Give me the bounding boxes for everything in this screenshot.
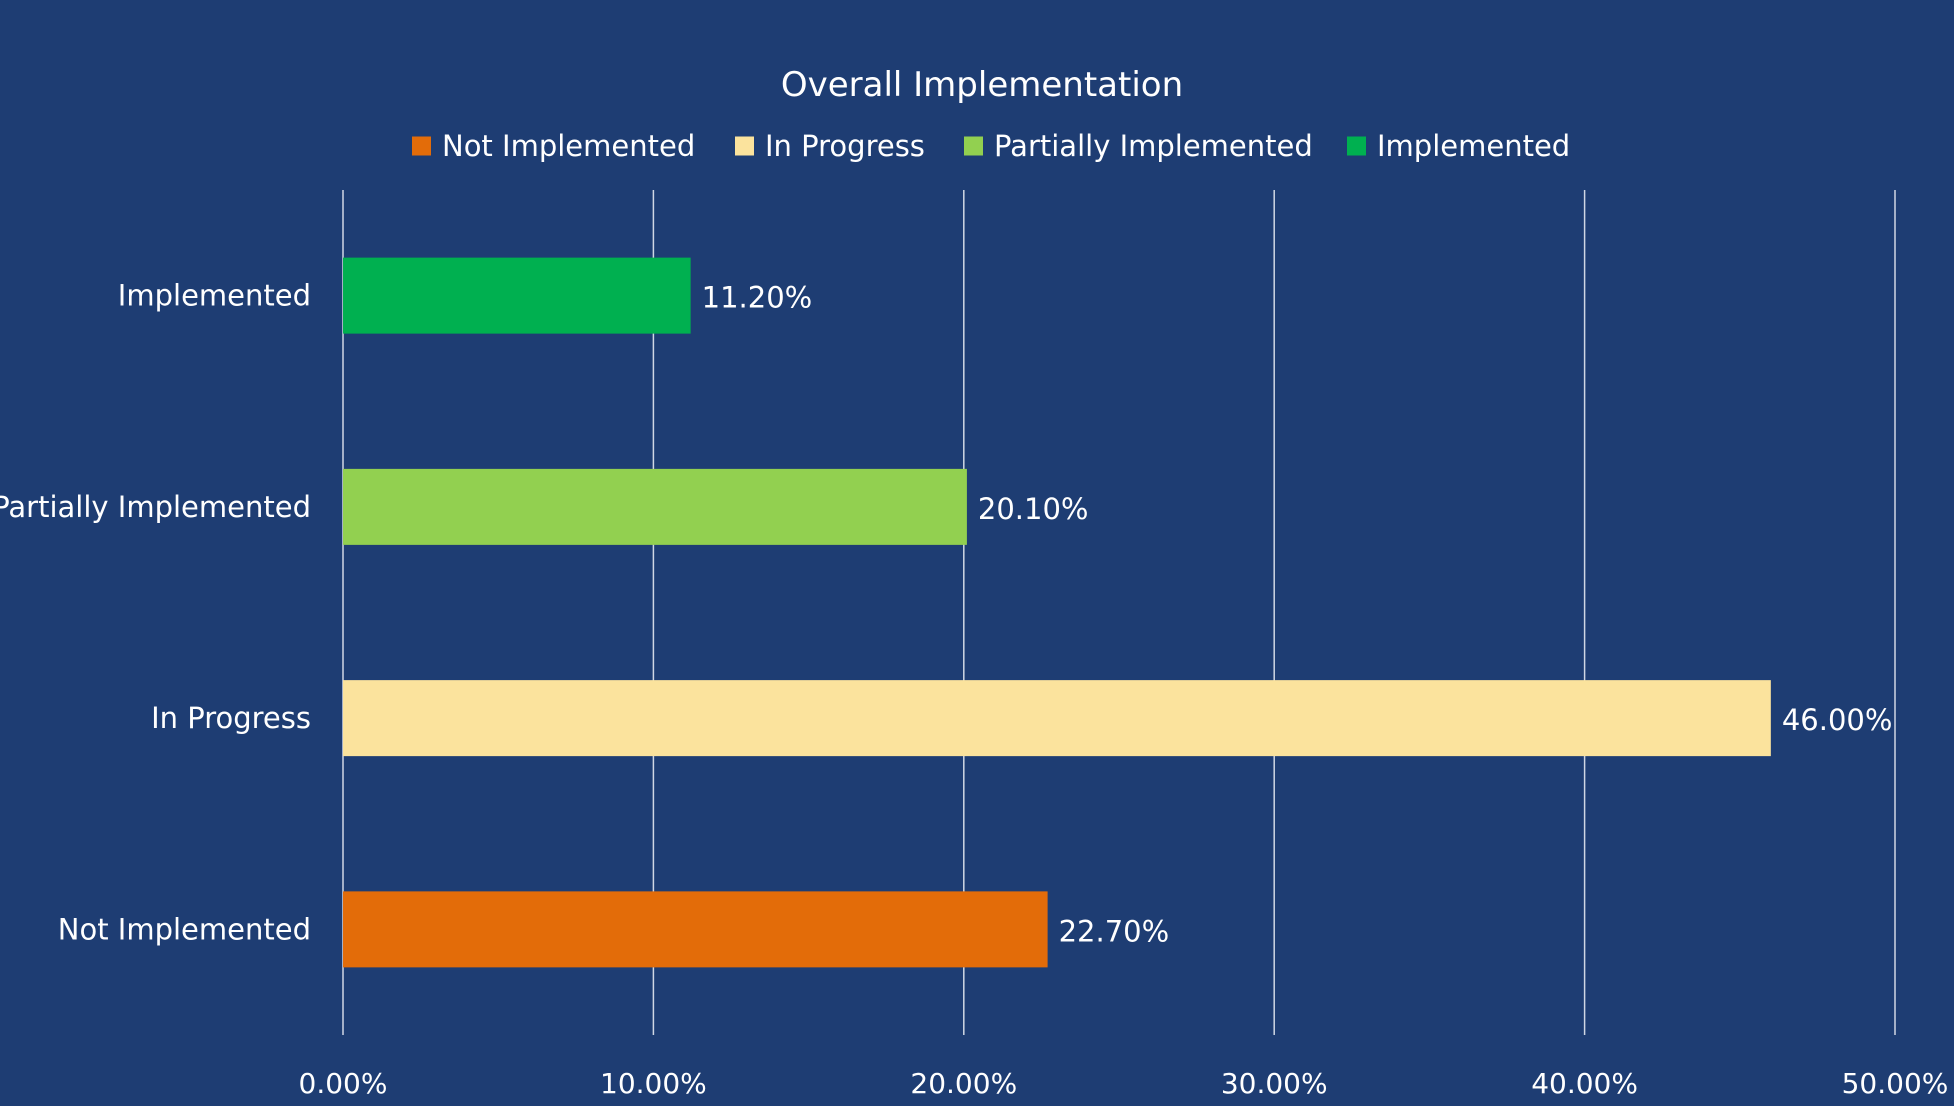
bar-implemented bbox=[343, 257, 691, 334]
chart-title: Overall Implementation bbox=[781, 65, 1183, 105]
data-labels: 11.20% 20.10% 46.00% 22.70% bbox=[702, 281, 1893, 949]
x-tick-label-0: 0.00% bbox=[299, 1067, 388, 1100]
x-tick-label-4: 40.00% bbox=[1531, 1067, 1638, 1100]
legend: Not Implemented In Progress Partially Impl… bbox=[412, 129, 1570, 163]
legend-label-not-implemented: Not Implemented bbox=[442, 129, 695, 163]
category-label-not-implemented: Not Implemented bbox=[58, 912, 311, 946]
legend-swatch-implemented bbox=[1347, 136, 1366, 156]
legend-swatch-not-implemented bbox=[412, 136, 431, 156]
category-label-partially-implemented: Partially Implemented bbox=[0, 490, 311, 524]
x-tick-label-5: 50.00% bbox=[1842, 1067, 1949, 1100]
x-tick-label-2: 20.00% bbox=[910, 1067, 1017, 1100]
data-label-not-implemented: 22.70% bbox=[1059, 914, 1170, 948]
bar-not-implemented bbox=[343, 891, 1048, 968]
category-label-implemented: Implemented bbox=[118, 279, 311, 313]
category-label-in-progress: In Progress bbox=[151, 701, 311, 735]
legend-swatch-partially-implemented bbox=[964, 136, 983, 156]
x-axis-tick-labels: 0.00% 10.00% 20.00% 30.00% 40.00% 50.00% bbox=[299, 1067, 1949, 1100]
bar-partially-implemented bbox=[343, 468, 967, 545]
data-label-partially-implemented: 20.10% bbox=[978, 492, 1089, 526]
bars bbox=[343, 257, 1771, 968]
data-label-implemented: 11.20% bbox=[702, 281, 813, 315]
x-tick-label-1: 10.00% bbox=[600, 1067, 707, 1100]
bar-in-progress bbox=[343, 680, 1771, 757]
legend-label-implemented: Implemented bbox=[1377, 129, 1570, 163]
legend-label-in-progress: In Progress bbox=[765, 129, 925, 163]
legend-swatch-in-progress bbox=[735, 136, 754, 156]
x-tick-label-3: 30.00% bbox=[1221, 1067, 1328, 1100]
data-label-in-progress: 46.00% bbox=[1782, 703, 1893, 737]
category-labels: Implemented Partially Implemented In Progr… bbox=[0, 279, 311, 947]
legend-label-partially-implemented: Partially Implemented bbox=[994, 129, 1313, 163]
